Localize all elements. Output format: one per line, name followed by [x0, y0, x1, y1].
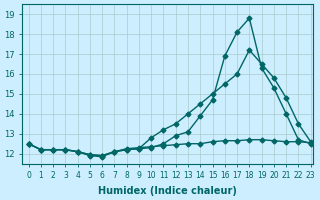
X-axis label: Humidex (Indice chaleur): Humidex (Indice chaleur)	[98, 186, 237, 196]
